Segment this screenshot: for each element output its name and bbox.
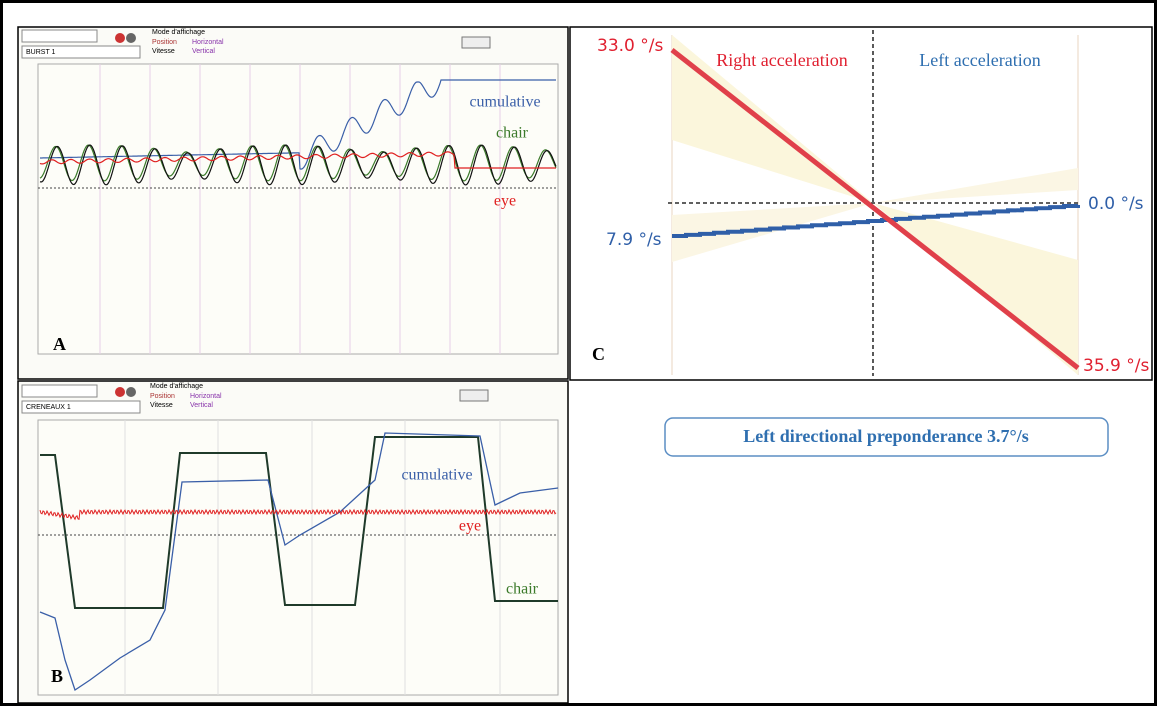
panel-c: Right acceleration Left acceleration 33.… [569, 26, 1153, 381]
caption-box [664, 417, 1109, 457]
panel-letter: C [592, 344, 605, 364]
trace-label: chair [506, 581, 539, 598]
trace [39, 144, 557, 186]
trace-label: cumulative [469, 94, 540, 111]
trace [672, 203, 1080, 238]
option: Vertical [190, 402, 213, 409]
option: Horizontal [192, 39, 224, 46]
trace-label: eye [494, 193, 516, 210]
value-label: 35.9 °/s [1083, 356, 1149, 376]
option: Vitesse [150, 402, 173, 409]
option: Vertical [192, 48, 215, 55]
option: Position [150, 393, 175, 400]
trace-label: chair [496, 125, 529, 142]
preset: CRENEAUX 1 [26, 404, 71, 411]
mode-label: Mode d'affichage [152, 29, 205, 36]
option: Horizontal [190, 393, 222, 400]
value-label: 33.0 °/s [597, 36, 663, 56]
panel-a: BURST 1 Mode d'affichage Position Horizo… [17, 26, 569, 380]
trace [39, 151, 556, 169]
value-label: 7.9 °/s [606, 230, 662, 250]
preset: BURST 1 [26, 49, 56, 56]
option: Vitesse [152, 48, 175, 55]
trace [39, 508, 557, 521]
value-label: 0.0 °/s [1088, 194, 1144, 214]
region-title: Left acceleration [919, 50, 1040, 70]
trace [39, 432, 559, 692]
panel-letter: B [51, 666, 63, 686]
panel-b: CRENEAUX 1 Mode d'affichage Position Hor… [17, 380, 569, 704]
caption: Left directional preponderance 3.7°/s [743, 426, 1029, 446]
mode-label: Mode d'affichage [150, 383, 203, 390]
trace [40, 79, 556, 170]
trace-label: eye [459, 518, 481, 535]
option: Position [152, 39, 177, 46]
trace-label: cumulative [401, 467, 472, 484]
region-title: Right acceleration [716, 50, 847, 70]
trace [40, 436, 558, 609]
panel-letter: A [53, 334, 66, 354]
